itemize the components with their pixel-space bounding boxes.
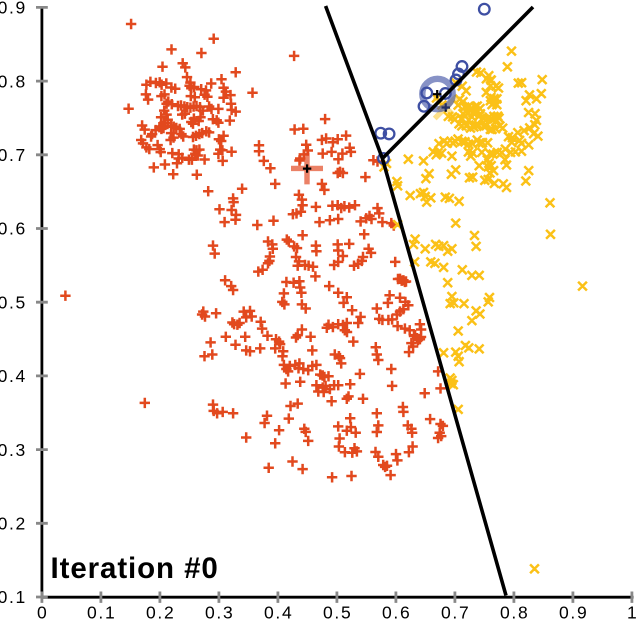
svg-text:1: 1 (627, 602, 637, 619)
svg-text:0.4: 0.4 (264, 602, 293, 619)
svg-text:0.7: 0.7 (0, 145, 27, 165)
svg-text:0.6: 0.6 (0, 219, 27, 239)
svg-text:0.2: 0.2 (146, 602, 175, 619)
svg-text:0.8: 0.8 (0, 71, 27, 91)
svg-text:0: 0 (37, 602, 48, 619)
svg-text:0.4: 0.4 (0, 366, 27, 386)
svg-text:0.6: 0.6 (382, 602, 411, 619)
svg-text:0.5: 0.5 (0, 292, 27, 312)
svg-text:0.3: 0.3 (205, 602, 234, 619)
svg-text:0.9: 0.9 (559, 602, 588, 619)
svg-text:0.1: 0.1 (0, 587, 27, 607)
svg-text:0.5: 0.5 (323, 602, 352, 619)
svg-text:0.8: 0.8 (500, 602, 529, 619)
svg-text:0.1: 0.1 (87, 602, 116, 619)
svg-text:0.9: 0.9 (0, 0, 27, 18)
svg-text:Iteration #0: Iteration #0 (51, 552, 219, 585)
svg-text:0.3: 0.3 (0, 440, 27, 460)
svg-text:0.2: 0.2 (0, 514, 27, 534)
svg-text:0.7: 0.7 (441, 602, 470, 619)
